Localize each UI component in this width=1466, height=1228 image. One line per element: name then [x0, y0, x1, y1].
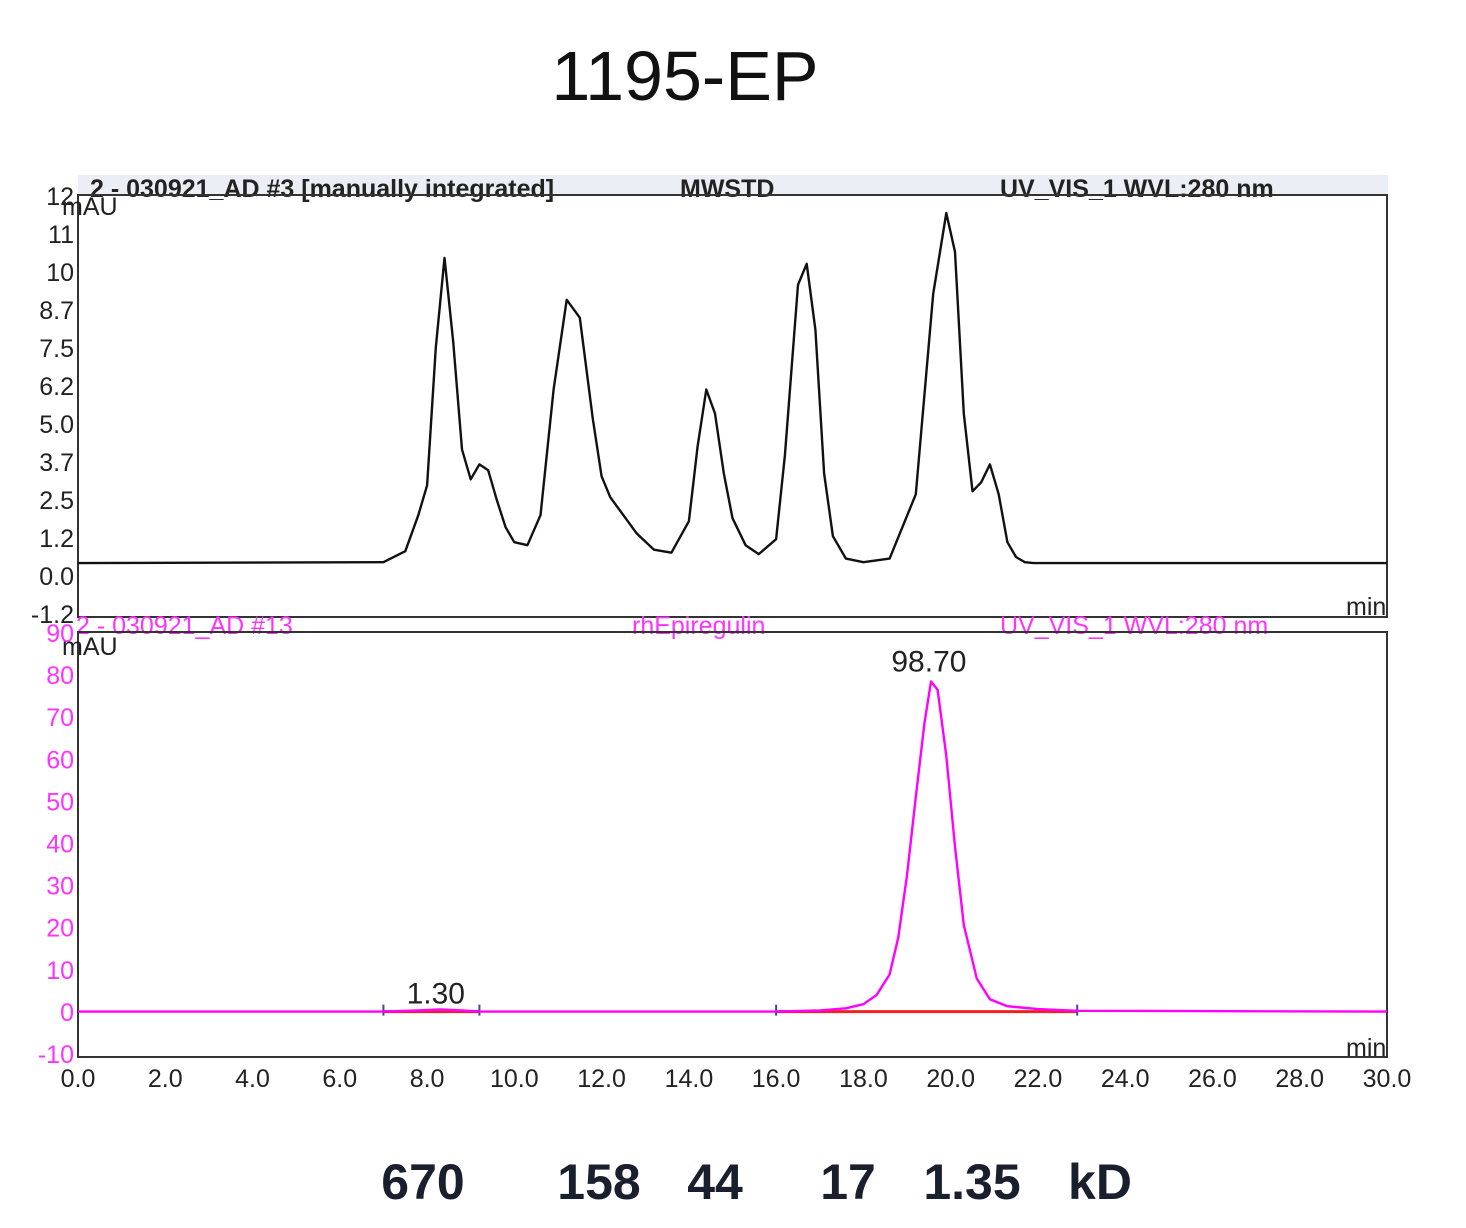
mw-label-17: 17 [820, 1154, 876, 1210]
bottom-y-tick-5: 40 [46, 831, 74, 859]
top-y-tick-7: 3.7 [39, 449, 74, 477]
top-y-tick-4: 7.5 [39, 335, 74, 363]
x-tick-13: 26.0 [1188, 1065, 1237, 1093]
top-y-tick-9: 1.2 [39, 525, 74, 553]
top-y-tick-11: -1.2 [31, 601, 74, 629]
top-y-tick-5: 6.2 [39, 373, 74, 401]
bottom-y-tick-9: 0 [60, 999, 74, 1027]
peak-label-0: 1.30 [407, 978, 465, 1011]
x-tick-6: 12.0 [577, 1065, 626, 1093]
top-y-tick-labels: 12 11 10 8.7 7.5 6.2 5.0 3.7 2.5 1.2 0.0 -1.2 [31, 183, 74, 629]
x-tick-14: 28.0 [1275, 1065, 1324, 1093]
integration-baselines [382, 1004, 1079, 1016]
bottom-y-tick-8: 10 [46, 957, 74, 985]
top-y-tick-6: 5.0 [39, 411, 74, 439]
top-y-tick-3: 8.7 [39, 297, 74, 325]
top-y-tick-1: 11 [48, 221, 74, 249]
top-y-tick-8: 2.5 [39, 487, 74, 515]
bottom-x-unit: min [1346, 1034, 1386, 1062]
top-y-tick-10: 0.0 [39, 563, 74, 591]
figure-title: 1195-EP [551, 37, 818, 115]
mw-label-1.35: 1.35 [923, 1154, 1020, 1210]
x-tick-0: 0.0 [61, 1065, 96, 1093]
top-series-group [77, 211, 1387, 565]
x-tick-1: 2.0 [148, 1065, 183, 1093]
top-header-band [78, 175, 1388, 195]
bottom-y-tick-6: 30 [46, 873, 74, 901]
mw-label-44: 44 [687, 1154, 743, 1210]
x-tick-4: 8.0 [410, 1065, 445, 1093]
bottom-y-tick-7: 20 [46, 915, 74, 943]
x-tick-15: 30.0 [1363, 1065, 1412, 1093]
top-y-tick-2: 10 [46, 259, 74, 287]
x-tick-11: 22.0 [1014, 1065, 1063, 1093]
bottom-panel: 2 - 030921_AD #13 rhEpiregulin UV_VIS_1 … [38, 612, 1412, 1093]
x-tick-10: 20.0 [926, 1065, 975, 1093]
peak-label-1: 98.70 [891, 645, 966, 678]
bottom-y-tick-4: 50 [46, 788, 74, 816]
top-panel: 2 - 030921_AD #3 [manually integrated] M… [31, 175, 1388, 629]
top-plot-frame [77, 194, 1388, 618]
top-header-right: UV_VIS_1 WVL:280 nm [1000, 175, 1274, 203]
x-tick-7: 14.0 [665, 1065, 714, 1093]
mw-label-kd: kD [1068, 1154, 1132, 1210]
bottom-y-tick-2: 70 [46, 704, 74, 732]
x-tick-12: 24.0 [1101, 1065, 1150, 1093]
mw-marker-row: 670 158 44 17 1.35 kD [381, 1154, 1132, 1210]
bottom-plot-frame [77, 631, 1388, 1058]
x-tick-labels: 0.0 2.0 4.0 6.0 8.0 10.0 12.0 14.0 16.0 18.0 20.0 2… [61, 1065, 1412, 1093]
x-tick-5: 10.0 [490, 1065, 539, 1093]
top-header-left: 2 - 030921_AD #3 [manually integrated] [90, 175, 554, 203]
bottom-header-right: UV_VIS_1 WVL:280 nm [1000, 612, 1268, 640]
bottom-y-tick-0: 90 [46, 620, 74, 648]
bottom-y-tick-1: 80 [46, 662, 74, 690]
top-y-tick-0: 12 [46, 183, 74, 211]
bottom-y-tick-3: 60 [46, 746, 74, 774]
x-tick-8: 16.0 [752, 1065, 801, 1093]
bottom-series-group [78, 680, 1388, 1013]
top-y-unit: mAU [62, 193, 118, 221]
x-tick-2: 4.0 [235, 1065, 270, 1093]
mw-label-158: 158 [557, 1154, 640, 1210]
bottom-y-tick-10: -10 [38, 1041, 74, 1069]
top-header-sample: MWSTD [680, 175, 774, 203]
x-tick-9: 18.0 [839, 1065, 888, 1093]
mw-label-670: 670 [381, 1154, 464, 1210]
bottom-header-sample: rhEpiregulin [632, 612, 765, 640]
peak-labels: 1.30 98.70 [407, 645, 967, 1010]
bottom-y-unit: mAU [62, 633, 118, 661]
top-series-line-0 [77, 211, 1387, 565]
x-tick-3: 6.0 [322, 1065, 357, 1093]
bottom-header-left: 2 - 030921_AD #13 [76, 612, 293, 640]
top-x-unit: min [1346, 593, 1386, 621]
bottom-y-tick-labels: 90 80 70 60 50 40 30 20 10 0 -10 [38, 620, 74, 1069]
bottom-series-line-0 [78, 680, 1388, 1013]
